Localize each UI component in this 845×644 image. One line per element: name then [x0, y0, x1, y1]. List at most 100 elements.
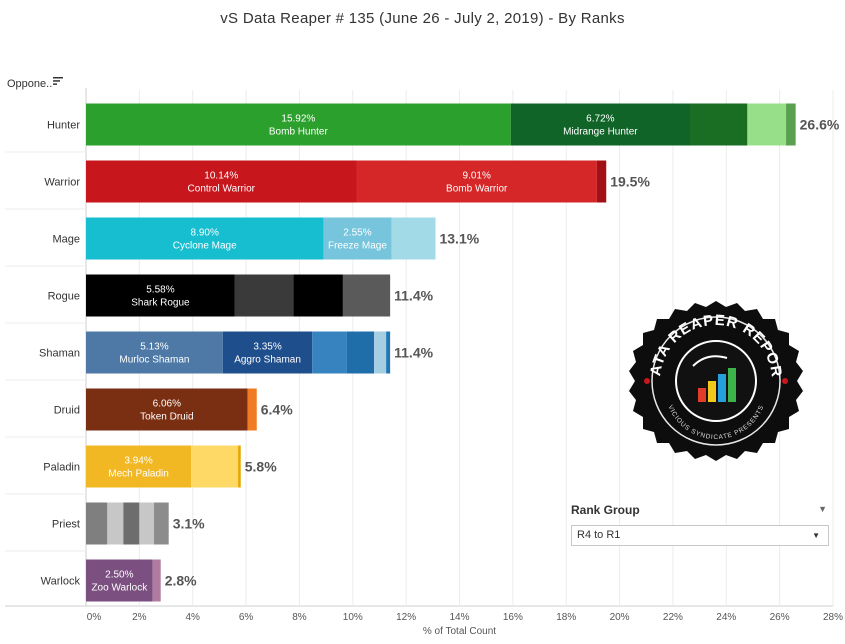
bar-segment [386, 331, 391, 374]
segment-name-label: Midrange Hunter [563, 127, 638, 138]
bar-segment [510, 103, 691, 146]
category-label: Warlock [41, 576, 81, 588]
x-tick-label: 6% [239, 612, 254, 623]
bar-segment [152, 559, 161, 602]
bar-segment [234, 274, 294, 317]
bar-chart-icon [692, 355, 736, 402]
x-axis-title: % of Total Count [422, 626, 497, 637]
segment-pct-label: 15.92% [281, 114, 315, 125]
segment-name-label: Zoo Warlock [91, 583, 148, 594]
segment-name-label: Shark Rogue [131, 298, 190, 309]
x-tick-label: 26% [770, 612, 790, 623]
bar-segment [191, 445, 239, 488]
bar-segment [139, 502, 155, 545]
bar-segment [786, 103, 796, 146]
segment-pct-label: 6.72% [586, 114, 614, 125]
segment-name-label: Cyclone Mage [173, 241, 237, 252]
category-label: Rogue [48, 291, 80, 303]
bar-segment [107, 502, 124, 545]
segment-name-label: Aggro Shaman [234, 355, 301, 366]
bar-segment [86, 331, 223, 374]
bar-segment [293, 274, 343, 317]
segment-pct-label: 6.06% [153, 399, 181, 410]
row-header-label: Oppone.. [7, 78, 53, 90]
bar-segment [342, 274, 391, 317]
chart-title: vS Data Reaper # 135 (June 26 - July 2, … [220, 10, 625, 27]
bar-segment [323, 217, 392, 260]
rank-group-dropdown[interactable]: R4 to R1 ▼ [571, 525, 829, 546]
bar-segment [247, 388, 257, 431]
x-tick-label: 16% [503, 612, 523, 623]
bar-segment [312, 331, 347, 374]
category-label: Mage [52, 234, 80, 246]
total-label: 19.5% [610, 174, 650, 190]
bar-segment [86, 274, 235, 317]
bar-segment [123, 502, 140, 545]
segment-pct-label: 2.55% [343, 228, 371, 239]
segment-pct-label: 5.13% [140, 342, 168, 353]
chevron-down-icon: ▼ [812, 531, 820, 540]
segment-name-label: Control Warrior [188, 184, 256, 195]
rank-group-selected-value: R4 to R1 [577, 529, 621, 541]
x-tick-label: 10% [343, 612, 363, 623]
bar-segment [222, 331, 313, 374]
x-tick-label: 24% [716, 612, 736, 623]
category-label: Hunter [47, 120, 80, 132]
rank-group-title: Rank Group [571, 503, 640, 517]
segment-pct-label: 8.90% [191, 228, 219, 239]
bar-segment [86, 217, 324, 260]
x-tick-label: 0% [87, 612, 102, 623]
segment-name-label: Bomb Hunter [269, 127, 329, 138]
segment-pct-label: 10.14% [204, 171, 238, 182]
bar-segment [86, 559, 153, 602]
bar-segment [154, 502, 169, 545]
sort-descending-icon[interactable] [52, 75, 64, 87]
x-tick-label: 12% [396, 612, 416, 623]
x-tick-label: 22% [663, 612, 683, 623]
bar-segment [86, 103, 511, 146]
x-tick-label: 4% [185, 612, 200, 623]
category-label: Druid [54, 405, 80, 417]
segment-name-label: Murloc Shaman [119, 355, 189, 366]
x-tick-label: 2% [132, 612, 147, 623]
segment-name-label: Freeze Mage [328, 241, 387, 252]
bar-segment [747, 103, 787, 146]
data-reaper-logo: DATA REAPER REPORT VICIOUS SYNDICATE PRE… [627, 292, 803, 461]
segment-name-label: Bomb Warrior [446, 184, 508, 195]
x-tick-label: 14% [449, 612, 469, 623]
segment-pct-label: 2.50% [105, 570, 133, 581]
category-label: Paladin [43, 462, 80, 474]
segment-pct-label: 3.35% [253, 342, 281, 353]
category-label: Warrior [44, 177, 80, 189]
total-label: 13.1% [439, 231, 479, 247]
total-label: 6.4% [261, 402, 293, 418]
segment-pct-label: 5.58% [146, 285, 174, 296]
segment-pct-label: 3.94% [124, 456, 152, 467]
bar-segment [86, 445, 192, 488]
total-label: 11.4% [394, 288, 433, 304]
bar-segment [690, 103, 748, 146]
total-label: 5.8% [245, 459, 277, 475]
bar-segment [86, 160, 357, 203]
total-label: 3.1% [173, 516, 205, 532]
total-label: 2.8% [165, 573, 197, 589]
x-tick-label: 20% [610, 612, 630, 623]
bar-segment [356, 160, 597, 203]
segment-name-label: Mech Paladin [108, 469, 169, 480]
bar-segment [86, 502, 108, 545]
category-label: Priest [52, 519, 80, 531]
segment-pct-label: 9.01% [463, 171, 491, 182]
x-tick-label: 28% [823, 612, 843, 623]
filter-menu-caret-icon[interactable]: ▼ [818, 504, 827, 514]
category-label: Shaman [39, 348, 80, 360]
rank-group-filter: Rank Group ▼ R4 to R1 ▼ [571, 501, 829, 546]
bar-segment [596, 160, 607, 203]
x-tick-label: 18% [556, 612, 576, 623]
segment-name-label: Token Druid [140, 412, 193, 423]
bar-segment [391, 217, 436, 260]
bar-segment [374, 331, 387, 374]
bar-segment [86, 388, 248, 431]
total-label: 26.6% [800, 117, 840, 133]
bar-segment [346, 331, 375, 374]
